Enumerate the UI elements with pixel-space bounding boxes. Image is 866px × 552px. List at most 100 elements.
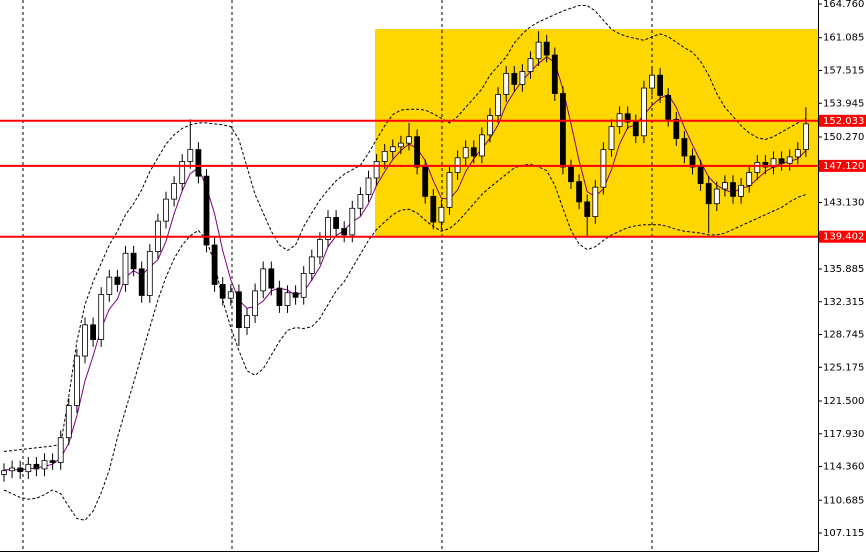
candle-body	[308, 256, 315, 274]
indicator-line	[3, 163, 807, 521]
candle-body	[487, 115, 493, 136]
candle-body	[138, 268, 145, 296]
candle-body	[357, 194, 364, 209]
y-tick-label: 153.945	[823, 98, 864, 109]
candle-body	[778, 158, 785, 164]
candle-body	[260, 268, 267, 292]
candle-body	[722, 182, 728, 190]
candle-body	[730, 182, 736, 197]
candle-body	[219, 284, 226, 299]
candle-body	[25, 463, 32, 473]
candle-body	[673, 118, 680, 139]
candle-body	[41, 460, 48, 470]
candle-body	[195, 149, 202, 177]
y-tick-label: 114.360	[823, 462, 864, 473]
candle-body	[600, 149, 607, 188]
candle-body	[122, 252, 129, 285]
candle-body	[57, 437, 64, 463]
level-label-box	[819, 230, 866, 243]
candle-body	[576, 181, 582, 203]
y-tick-label: 110.685	[823, 495, 864, 506]
candle-body	[738, 184, 744, 197]
candle-body	[697, 166, 704, 184]
candle-body	[746, 172, 753, 186]
candle-body	[130, 252, 137, 270]
candle-body	[478, 134, 485, 157]
candle-body	[624, 113, 631, 123]
candle-body	[681, 138, 688, 157]
y-tick-label: 107.115	[823, 528, 864, 539]
candle-body	[406, 136, 412, 144]
y-tick-label: 135.885	[823, 264, 864, 275]
candle-body	[268, 268, 275, 289]
candle-body	[495, 94, 502, 116]
candle-body	[82, 324, 88, 357]
candle-body	[397, 142, 404, 148]
level-label: 152.033	[823, 116, 864, 127]
candle-body	[592, 186, 599, 217]
candle-body	[325, 217, 331, 240]
candle-body	[535, 41, 542, 60]
y-tick-label: 150.270	[823, 132, 864, 143]
candle-body	[754, 161, 761, 173]
candle-body	[568, 166, 574, 183]
candle-body	[511, 72, 518, 85]
candle-body	[762, 161, 769, 168]
candle-body	[365, 177, 372, 195]
candle-body	[632, 121, 639, 137]
candle-body	[713, 188, 720, 205]
level-label-box	[819, 114, 866, 127]
candle-body	[333, 217, 340, 229]
candle-body	[470, 147, 477, 157]
candle-body	[422, 166, 429, 197]
indicator-line	[4, 56, 807, 471]
candle-body	[98, 294, 105, 340]
level-label: 139.402	[823, 232, 864, 243]
candle-body	[203, 175, 210, 246]
candle-body	[146, 251, 153, 296]
candle-body	[49, 460, 56, 463]
candle-body	[641, 87, 647, 137]
candle-body	[341, 228, 348, 236]
candle-body	[33, 463, 40, 470]
candle-body	[543, 41, 550, 56]
candle-body	[292, 292, 299, 298]
candle-body	[649, 74, 655, 89]
candle-body	[446, 172, 453, 208]
candle-body	[284, 292, 291, 306]
candle-body	[527, 58, 534, 72]
candle-body	[179, 161, 186, 184]
candle-body	[106, 276, 113, 295]
candle-body	[252, 290, 259, 317]
candle-body	[584, 201, 591, 217]
candle-body	[187, 149, 194, 162]
candle-body	[244, 315, 250, 328]
candle-body	[65, 405, 72, 439]
y-tick-label: 164.760	[823, 0, 864, 10]
candle-body	[9, 467, 16, 472]
candle-body	[770, 158, 777, 168]
y-tick-label: 121.500	[823, 396, 864, 407]
candle-body	[163, 198, 169, 222]
candle-body	[438, 206, 445, 223]
y-tick-label: 128.745	[823, 330, 864, 341]
candle-body	[414, 136, 421, 168]
candle-body	[430, 195, 437, 223]
candle-body	[503, 72, 510, 95]
candle-body	[462, 147, 469, 159]
candle-body	[657, 74, 663, 96]
candle-body	[705, 183, 712, 205]
candle-body	[211, 244, 218, 285]
level-label-box	[819, 159, 866, 172]
candle-body	[227, 291, 234, 299]
y-tick-label: 125.175	[823, 362, 864, 373]
candle-body	[1, 470, 7, 475]
candle-body	[373, 161, 380, 179]
y-tick-label: 161.085	[823, 33, 864, 44]
candle-body	[114, 276, 121, 285]
level-label: 147.120	[823, 161, 864, 172]
candle-body	[608, 126, 615, 150]
candle-body	[665, 95, 672, 120]
candle-body	[389, 146, 396, 152]
